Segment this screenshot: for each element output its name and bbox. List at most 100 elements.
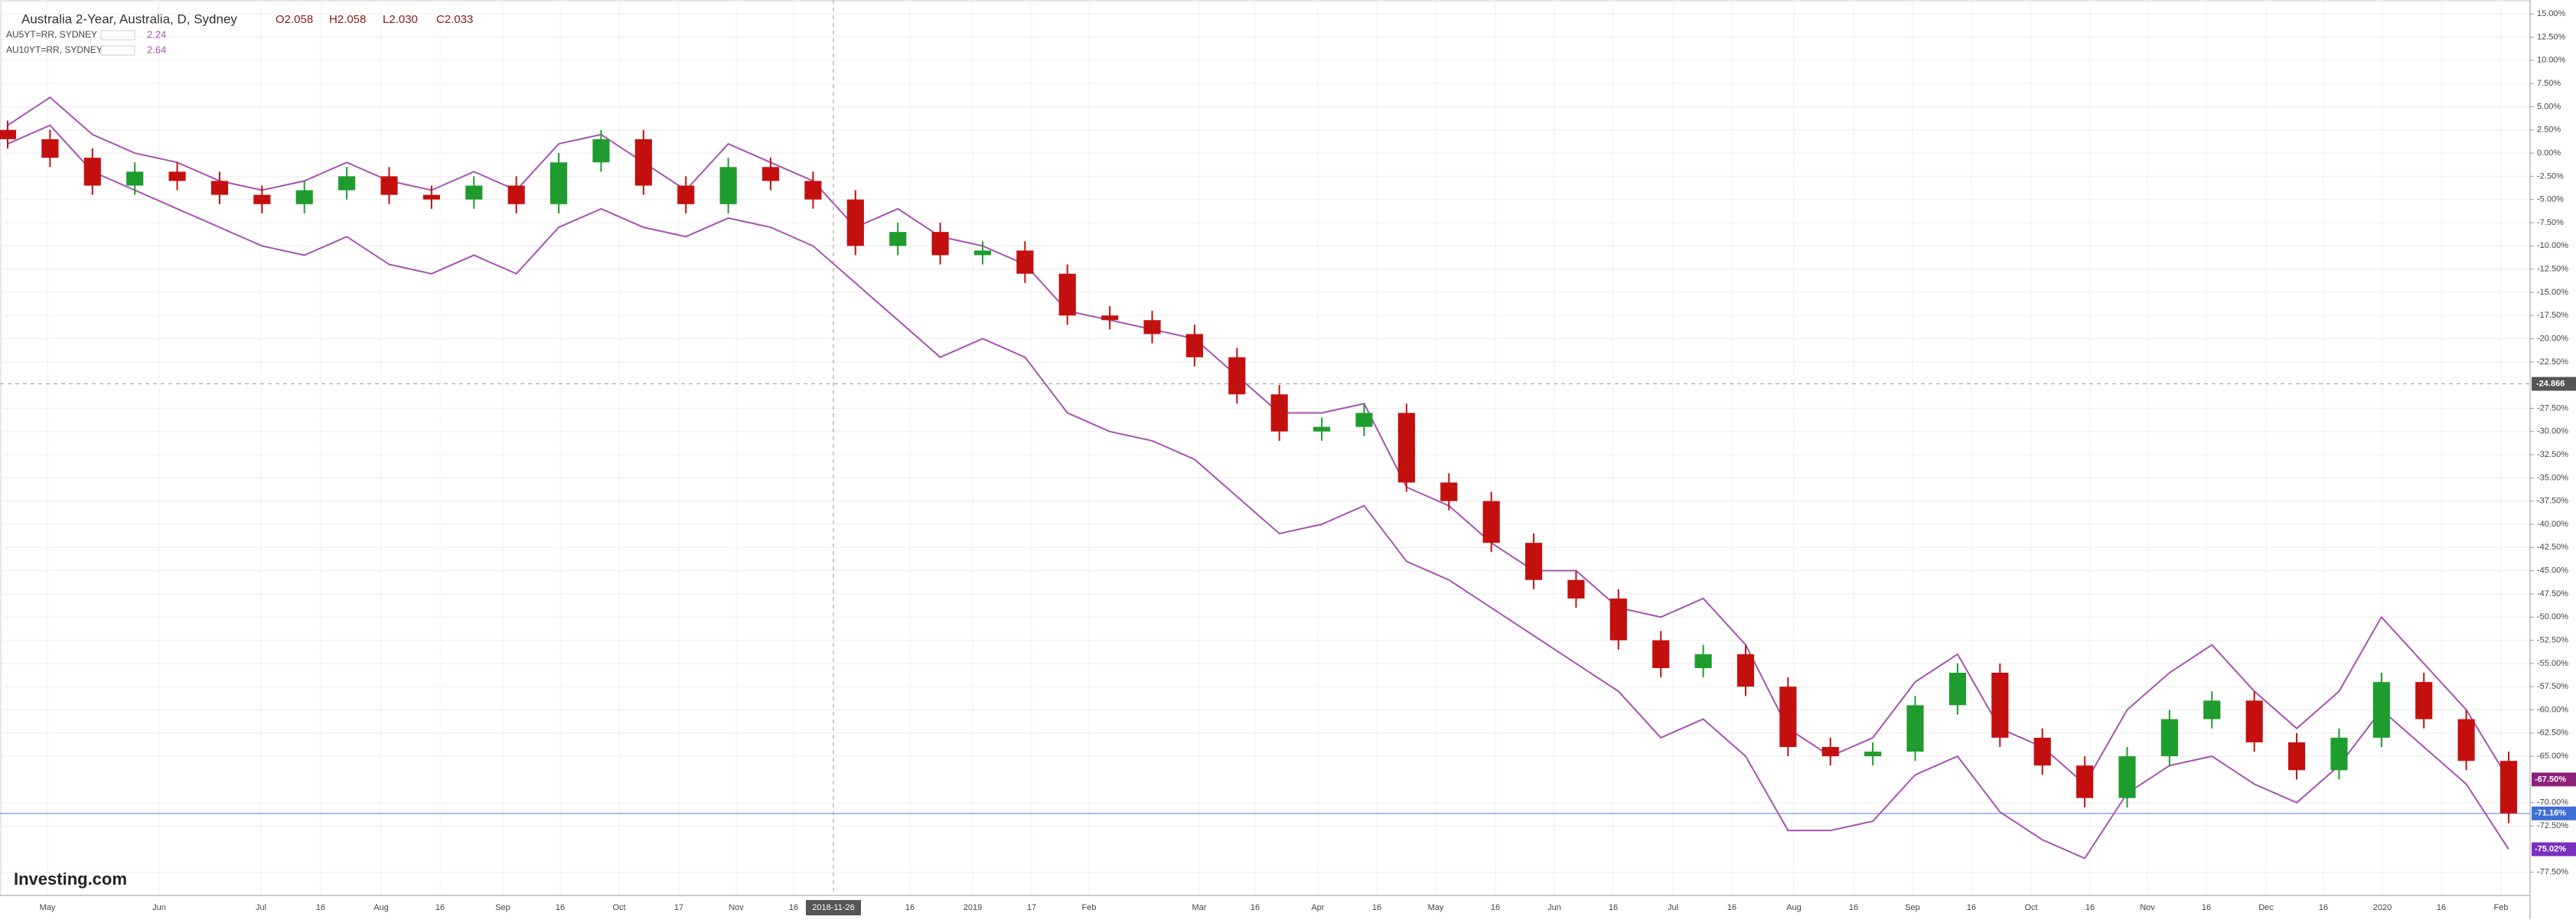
series-line bbox=[7, 96, 2509, 786]
y-tick-label: 10.00% bbox=[2537, 56, 2566, 65]
crosshair-x-label: 2018-11-26 bbox=[812, 903, 854, 912]
candle-body bbox=[846, 199, 864, 246]
candle-body bbox=[2076, 765, 2094, 798]
y-tick-label: -55.00% bbox=[2537, 659, 2568, 668]
candle-body bbox=[422, 194, 440, 200]
y-tick-label: 0.00% bbox=[2537, 148, 2561, 158]
candle-body bbox=[168, 171, 186, 181]
y-tick-label: -77.50% bbox=[2537, 868, 2568, 877]
y-tick-label: 15.00% bbox=[2537, 9, 2566, 18]
x-tick-label: 16 bbox=[2202, 903, 2211, 912]
x-tick-label: Mar bbox=[1192, 903, 1207, 912]
x-tick-label: 2020 bbox=[2373, 903, 2392, 912]
y-tick-label: 2.50% bbox=[2537, 126, 2561, 135]
y-tick-label: -17.50% bbox=[2537, 311, 2568, 320]
candle-body bbox=[41, 139, 59, 158]
x-tick-label: 17 bbox=[1027, 903, 1036, 912]
x-tick-label: Nov bbox=[2140, 903, 2155, 912]
legend-buttons bbox=[100, 45, 135, 56]
last-value-label: -75.02% bbox=[2535, 845, 2566, 854]
x-tick-label: 16 bbox=[1967, 903, 1976, 912]
x-tick-label: 16 bbox=[1372, 903, 1381, 912]
x-tick-label: Nov bbox=[729, 903, 744, 912]
y-tick-label: -50.00% bbox=[2537, 612, 2568, 621]
y-tick-label: -7.50% bbox=[2537, 218, 2564, 227]
x-tick-label: 16 bbox=[2319, 903, 2328, 912]
y-tick-label: -65.00% bbox=[2537, 752, 2568, 761]
x-tick-label: 16 bbox=[2437, 903, 2446, 912]
candle-body bbox=[931, 232, 949, 256]
candle-body bbox=[1440, 482, 1458, 501]
grid bbox=[0, 0, 2531, 896]
candle-body bbox=[2118, 756, 2136, 798]
x-tick-label: 16 bbox=[789, 903, 798, 912]
x-tick-label: 16 bbox=[1727, 903, 1736, 912]
y-tick-label: -40.00% bbox=[2537, 520, 2568, 529]
candle-body bbox=[1228, 357, 1246, 395]
x-tick-label: Aug bbox=[1786, 903, 1802, 912]
x-tick-label: Sep bbox=[1905, 903, 1920, 912]
candle-body bbox=[761, 167, 780, 181]
candle-body bbox=[2203, 700, 2221, 719]
candle-body bbox=[507, 185, 525, 204]
candle-body bbox=[719, 167, 737, 204]
candle-body bbox=[634, 139, 652, 186]
candle-body bbox=[1652, 640, 1670, 668]
y-tick-label: -52.50% bbox=[2537, 635, 2568, 644]
x-tick-label: Sep bbox=[495, 903, 510, 912]
x-tick-label: 16 bbox=[1609, 903, 1618, 912]
y-tick-label: -35.00% bbox=[2537, 473, 2568, 482]
candle-body bbox=[1906, 705, 1924, 752]
legend-name: AU10YT=RR, SYDNEY bbox=[6, 44, 103, 55]
legend-value: 2.24 bbox=[147, 28, 166, 40]
candle-body bbox=[1101, 315, 1119, 321]
x-tick-label: Feb bbox=[2494, 903, 2509, 912]
candle-body bbox=[2415, 682, 2433, 719]
x-tick-label: Apr bbox=[1311, 903, 1324, 912]
last-value-box bbox=[2532, 806, 2576, 820]
legend-value: 2.64 bbox=[147, 44, 166, 55]
x-tick-label: 16 bbox=[2085, 903, 2095, 912]
x-tick-label: 16 bbox=[435, 903, 445, 912]
x-tick-label: Jul bbox=[1668, 903, 1678, 912]
y-tick-label: -5.00% bbox=[2537, 195, 2564, 204]
series-line bbox=[7, 124, 2509, 859]
candle-body bbox=[804, 181, 822, 200]
y-tick-label: -27.50% bbox=[2537, 403, 2568, 413]
y-tick-label: -42.50% bbox=[2537, 543, 2568, 552]
candle-body bbox=[889, 232, 907, 246]
legend-buttons bbox=[100, 30, 135, 41]
x-tick-label: 16 bbox=[1251, 903, 1260, 912]
last-value-label: -71.16% bbox=[2535, 809, 2566, 818]
x-tick-label: Dec bbox=[2258, 903, 2274, 912]
candle-body bbox=[1736, 654, 1755, 687]
candle-body bbox=[1694, 654, 1712, 668]
candle-body bbox=[295, 190, 313, 204]
candle-body bbox=[465, 185, 483, 200]
y-tick-label: -45.00% bbox=[2537, 566, 2568, 576]
chart-title: Australia 2-Year, Australia, D, Sydney bbox=[21, 11, 237, 26]
candle-body bbox=[83, 158, 101, 186]
candle-body bbox=[592, 139, 610, 163]
y-tick-label: 7.50% bbox=[2537, 79, 2561, 88]
x-tick-label: Oct bbox=[612, 903, 625, 912]
y-tick-label: -12.50% bbox=[2537, 265, 2568, 274]
y-tick-label: -57.50% bbox=[2537, 682, 2568, 691]
candle-body bbox=[2245, 700, 2263, 742]
candle-body bbox=[2033, 737, 2051, 766]
candle-body bbox=[1567, 579, 1585, 599]
y-tick-label: -60.00% bbox=[2537, 705, 2568, 714]
candle-body bbox=[338, 176, 356, 191]
x-tick-label: Jul bbox=[256, 903, 266, 912]
plot bbox=[0, 96, 2518, 859]
y-tick-label: -72.50% bbox=[2537, 821, 2568, 830]
candle-body bbox=[1058, 273, 1076, 316]
y-tick-label: -70.00% bbox=[2537, 798, 2568, 807]
last-value-box bbox=[2532, 772, 2576, 787]
candle-body bbox=[1185, 334, 1203, 357]
candle-body bbox=[1609, 598, 1627, 641]
candle-body bbox=[1948, 673, 1967, 706]
y-tick-label: 5.00% bbox=[2537, 102, 2561, 111]
y-tick-label: -15.00% bbox=[2537, 288, 2568, 297]
legend-name: AU5YT=RR, SYDNEY bbox=[6, 29, 97, 40]
